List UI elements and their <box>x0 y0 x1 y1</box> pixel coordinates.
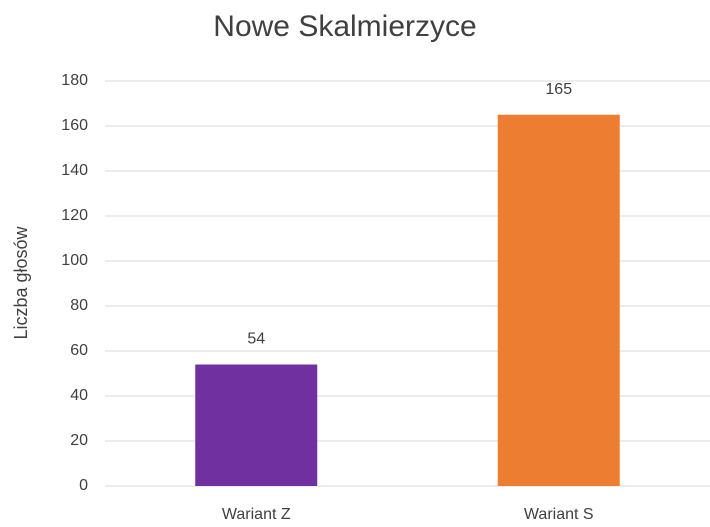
y-tick-label: 160 <box>61 117 88 134</box>
data-label: 54 <box>247 331 265 348</box>
y-tick-label: 140 <box>61 162 88 179</box>
y-tick-label: 20 <box>70 432 88 449</box>
y-tick-label: 40 <box>70 387 88 404</box>
y-tick-label: 100 <box>61 252 88 269</box>
bar <box>195 364 318 486</box>
y-tick-label: 80 <box>70 297 88 314</box>
chart-title: Nowe Skalmierzyce <box>213 10 476 43</box>
y-tick-label: 60 <box>70 342 88 359</box>
y-tick-label: 180 <box>61 72 88 89</box>
x-tick-label: Wariant Z <box>222 506 291 523</box>
data-label: 165 <box>545 81 572 98</box>
y-tick-label: 120 <box>61 207 88 224</box>
bar <box>497 114 620 486</box>
y-tick-label: 0 <box>79 477 88 494</box>
y-axis-label: Liczba głosów <box>11 225 31 339</box>
x-tick-label: Wariant S <box>524 506 594 523</box>
